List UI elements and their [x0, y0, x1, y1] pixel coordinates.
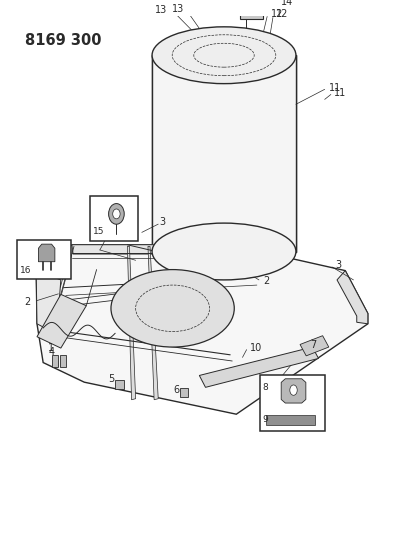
- Polygon shape: [337, 271, 368, 324]
- Polygon shape: [36, 271, 61, 334]
- Text: 15: 15: [93, 227, 105, 236]
- Polygon shape: [152, 55, 296, 252]
- Ellipse shape: [152, 223, 296, 280]
- Ellipse shape: [152, 27, 296, 84]
- Polygon shape: [266, 415, 315, 424]
- Polygon shape: [281, 379, 306, 403]
- Text: 12: 12: [276, 9, 288, 19]
- FancyBboxPatch shape: [60, 356, 66, 367]
- Text: 11: 11: [329, 83, 341, 93]
- Text: 7: 7: [310, 340, 316, 350]
- Text: 13: 13: [155, 5, 168, 15]
- Polygon shape: [39, 244, 55, 262]
- Ellipse shape: [109, 204, 124, 224]
- Polygon shape: [148, 246, 158, 400]
- FancyBboxPatch shape: [90, 196, 138, 241]
- Text: 14: 14: [281, 0, 293, 7]
- Text: 9: 9: [262, 415, 268, 424]
- Text: 3: 3: [335, 261, 342, 270]
- Text: 4: 4: [48, 347, 54, 357]
- FancyBboxPatch shape: [180, 389, 188, 397]
- Polygon shape: [127, 246, 136, 400]
- Polygon shape: [300, 336, 329, 356]
- Polygon shape: [37, 294, 86, 348]
- FancyBboxPatch shape: [260, 375, 325, 431]
- Polygon shape: [199, 347, 319, 387]
- Polygon shape: [36, 245, 368, 414]
- Ellipse shape: [290, 385, 297, 395]
- Text: 6: 6: [173, 385, 179, 395]
- Ellipse shape: [111, 270, 234, 347]
- FancyBboxPatch shape: [52, 356, 58, 367]
- Text: 12: 12: [271, 9, 283, 19]
- Ellipse shape: [113, 209, 120, 219]
- FancyBboxPatch shape: [240, 7, 263, 19]
- Text: 3: 3: [159, 217, 166, 227]
- Text: 8: 8: [262, 383, 268, 392]
- Text: 11: 11: [334, 87, 346, 98]
- Text: 2: 2: [25, 296, 31, 306]
- FancyBboxPatch shape: [17, 240, 71, 279]
- FancyBboxPatch shape: [115, 380, 124, 390]
- Text: 1: 1: [48, 343, 54, 353]
- Text: 10: 10: [250, 343, 262, 353]
- Text: 16: 16: [20, 266, 32, 274]
- Text: 8169 300: 8169 300: [25, 33, 101, 48]
- Polygon shape: [72, 245, 230, 254]
- Text: 5: 5: [108, 374, 114, 384]
- Text: 13: 13: [172, 4, 185, 14]
- Text: 2: 2: [263, 277, 269, 286]
